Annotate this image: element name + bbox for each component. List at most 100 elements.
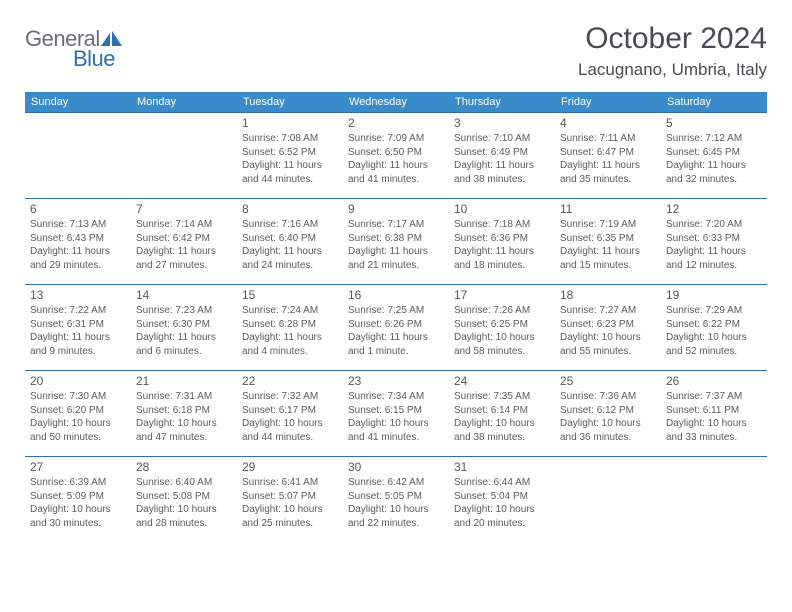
- day-number: 2: [348, 116, 444, 130]
- week-row: 6 Sunrise: 7:13 AMSunset: 6:43 PMDaylight…: [25, 199, 767, 285]
- week-row: 20Sunrise: 7:30 AMSunset: 6:20 PMDayligh…: [25, 371, 767, 457]
- dow-wednesday: Wednesday: [343, 92, 449, 113]
- day-cell: 2 Sunrise: 7:09 AMSunset: 6:50 PMDaylight…: [343, 113, 449, 199]
- day-info: Sunrise: 7:36 AMSunset: 6:12 PMDaylight:…: [560, 390, 656, 444]
- day-cell: 7Sunrise: 7:14 AMSunset: 6:42 PMDaylight…: [131, 199, 237, 285]
- day-number: 19: [666, 288, 762, 302]
- day-number: 1: [242, 116, 338, 130]
- day-cell: 12 Sunrise: 7:20 AMSunset: 6:33 PMDayligh…: [661, 199, 767, 285]
- day-cell: 16 Sunrise: 7:25 AMSunset: 6:26 PMDayligh…: [343, 285, 449, 371]
- day-info: Sunrise: 7:20 AMSunset: 6:33 PMDaylight:…: [666, 218, 762, 272]
- day-number: 8: [242, 202, 338, 216]
- day-cell: 19 Sunrise: 7:29 AMSunset: 6:22 PMDayligh…: [661, 285, 767, 371]
- location: Lacugnano, Umbria, Italy: [578, 60, 767, 80]
- day-number: 27: [30, 460, 126, 474]
- day-cell: 14 Sunrise: 7:23 AMSunset: 6:30 PMDayligh…: [131, 285, 237, 371]
- logo-text-blue: Blue: [73, 46, 123, 72]
- day-cell: 11 Sunrise: 7:19 AMSunset: 6:35 PMDayligh…: [555, 199, 661, 285]
- day-info: Sunrise: 6:41 AMSunset: 5:07 PMDaylight:…: [242, 476, 338, 530]
- day-cell: 1Sunrise: 7:08 AMSunset: 6:52 PMDaylight…: [237, 113, 343, 199]
- day-cell: 26 Sunrise: 7:37 AMSunset: 6:11 PMDayligh…: [661, 371, 767, 457]
- day-number: 13: [30, 288, 126, 302]
- day-cell: 9Sunrise: 7:17 AMSunset: 6:38 PMDaylight…: [343, 199, 449, 285]
- day-number: 16: [348, 288, 444, 302]
- day-cell: 15Sunrise: 7:24 AMSunset: 6:28 PMDayligh…: [237, 285, 343, 371]
- day-info: Sunrise: 7:09 AMSunset: 6:50 PMDaylight:…: [348, 132, 444, 186]
- calendar-table: Sunday Monday Tuesday Wednesday Thursday…: [25, 92, 767, 543]
- day-number: 28: [136, 460, 232, 474]
- day-number: 6: [30, 202, 126, 216]
- dow-saturday: Saturday: [661, 92, 767, 113]
- day-number: 29: [242, 460, 338, 474]
- day-info: Sunrise: 7:29 AMSunset: 6:22 PMDaylight:…: [666, 304, 762, 358]
- day-cell: 17 Sunrise: 7:26 AMSunset: 6:25 PMDayligh…: [449, 285, 555, 371]
- day-cell: 10Sunrise: 7:18 AMSunset: 6:36 PMDayligh…: [449, 199, 555, 285]
- day-info: Sunrise: 7:13 AMSunset: 6:43 PMDaylight:…: [30, 218, 126, 272]
- month-title: October 2024: [578, 22, 767, 56]
- day-info: Sunrise: 7:10 AMSunset: 6:49 PMDaylight:…: [454, 132, 550, 186]
- day-info: Sunrise: 7:25 AMSunset: 6:26 PMDaylight:…: [348, 304, 444, 358]
- day-number: 26: [666, 374, 762, 388]
- day-info: Sunrise: 7:11 AMSunset: 6:47 PMDaylight:…: [560, 132, 656, 186]
- day-number: 21: [136, 374, 232, 388]
- calendar-body: 1Sunrise: 7:08 AMSunset: 6:52 PMDaylight…: [25, 113, 767, 543]
- day-cell: 6 Sunrise: 7:13 AMSunset: 6:43 PMDaylight…: [25, 199, 131, 285]
- title-block: October 2024 Lacugnano, Umbria, Italy: [578, 22, 767, 80]
- day-cell: 3 Sunrise: 7:10 AMSunset: 6:49 PMDaylight…: [449, 113, 555, 199]
- day-cell: 27 Sunrise: 6:39 AMSunset: 5:09 PMDayligh…: [25, 457, 131, 543]
- day-cell: 13 Sunrise: 7:22 AMSunset: 6:31 PMDayligh…: [25, 285, 131, 371]
- day-number: 31: [454, 460, 550, 474]
- day-cell: 21 Sunrise: 7:31 AMSunset: 6:18 PMDayligh…: [131, 371, 237, 457]
- day-number: 9: [348, 202, 444, 216]
- day-number: 4: [560, 116, 656, 130]
- dow-thursday: Thursday: [449, 92, 555, 113]
- day-info: Sunrise: 7:18 AMSunset: 6:36 PMDaylight:…: [454, 218, 550, 272]
- day-info: Sunrise: 7:35 AMSunset: 6:14 PMDaylight:…: [454, 390, 550, 444]
- day-info: Sunrise: 6:40 AMSunset: 5:08 PMDaylight:…: [136, 476, 232, 530]
- day-number: 14: [136, 288, 232, 302]
- day-cell: 25 Sunrise: 7:36 AMSunset: 6:12 PMDayligh…: [555, 371, 661, 457]
- day-info: Sunrise: 7:23 AMSunset: 6:30 PMDaylight:…: [136, 304, 232, 358]
- dow-sunday: Sunday: [25, 92, 131, 113]
- day-number: 20: [30, 374, 126, 388]
- day-number: 22: [242, 374, 338, 388]
- day-number: 3: [454, 116, 550, 130]
- day-cell: 31 Sunrise: 6:44 AMSunset: 5:04 PMDayligh…: [449, 457, 555, 543]
- day-number: 12: [666, 202, 762, 216]
- day-cell: 24Sunrise: 7:35 AMSunset: 6:14 PMDayligh…: [449, 371, 555, 457]
- day-number: 11: [560, 202, 656, 216]
- day-cell: [555, 457, 661, 543]
- header: GeneralBlue October 2024 Lacugnano, Umbr…: [25, 22, 767, 80]
- day-of-week-row: Sunday Monday Tuesday Wednesday Thursday…: [25, 92, 767, 113]
- day-info: Sunrise: 7:27 AMSunset: 6:23 PMDaylight:…: [560, 304, 656, 358]
- day-number: 23: [348, 374, 444, 388]
- logo: GeneralBlue: [25, 26, 123, 72]
- day-info: Sunrise: 7:22 AMSunset: 6:31 PMDaylight:…: [30, 304, 126, 358]
- dow-friday: Friday: [555, 92, 661, 113]
- day-cell: 18 Sunrise: 7:27 AMSunset: 6:23 PMDayligh…: [555, 285, 661, 371]
- day-number: 15: [242, 288, 338, 302]
- day-info: Sunrise: 7:26 AMSunset: 6:25 PMDaylight:…: [454, 304, 550, 358]
- day-info: Sunrise: 7:14 AMSunset: 6:42 PMDaylight:…: [136, 218, 232, 272]
- day-info: Sunrise: 7:31 AMSunset: 6:18 PMDaylight:…: [136, 390, 232, 444]
- day-number: 17: [454, 288, 550, 302]
- day-info: Sunrise: 6:39 AMSunset: 5:09 PMDaylight:…: [30, 476, 126, 530]
- logo-sails-icon: [101, 31, 123, 49]
- day-number: 5: [666, 116, 762, 130]
- week-row: 13 Sunrise: 7:22 AMSunset: 6:31 PMDayligh…: [25, 285, 767, 371]
- dow-monday: Monday: [131, 92, 237, 113]
- day-cell: 28 Sunrise: 6:40 AMSunset: 5:08 PMDayligh…: [131, 457, 237, 543]
- day-number: 18: [560, 288, 656, 302]
- day-cell: 8Sunrise: 7:16 AMSunset: 6:40 PMDaylight…: [237, 199, 343, 285]
- day-cell: [131, 113, 237, 199]
- day-info: Sunrise: 7:37 AMSunset: 6:11 PMDaylight:…: [666, 390, 762, 444]
- week-row: 27 Sunrise: 6:39 AMSunset: 5:09 PMDayligh…: [25, 457, 767, 543]
- day-cell: [661, 457, 767, 543]
- day-info: Sunrise: 7:19 AMSunset: 6:35 PMDaylight:…: [560, 218, 656, 272]
- day-info: Sunrise: 7:34 AMSunset: 6:15 PMDaylight:…: [348, 390, 444, 444]
- calendar-page: GeneralBlue October 2024 Lacugnano, Umbr…: [0, 0, 792, 553]
- day-info: Sunrise: 7:12 AMSunset: 6:45 PMDaylight:…: [666, 132, 762, 186]
- day-info: Sunrise: 6:44 AMSunset: 5:04 PMDaylight:…: [454, 476, 550, 530]
- day-number: 25: [560, 374, 656, 388]
- day-cell: 4 Sunrise: 7:11 AMSunset: 6:47 PMDaylight…: [555, 113, 661, 199]
